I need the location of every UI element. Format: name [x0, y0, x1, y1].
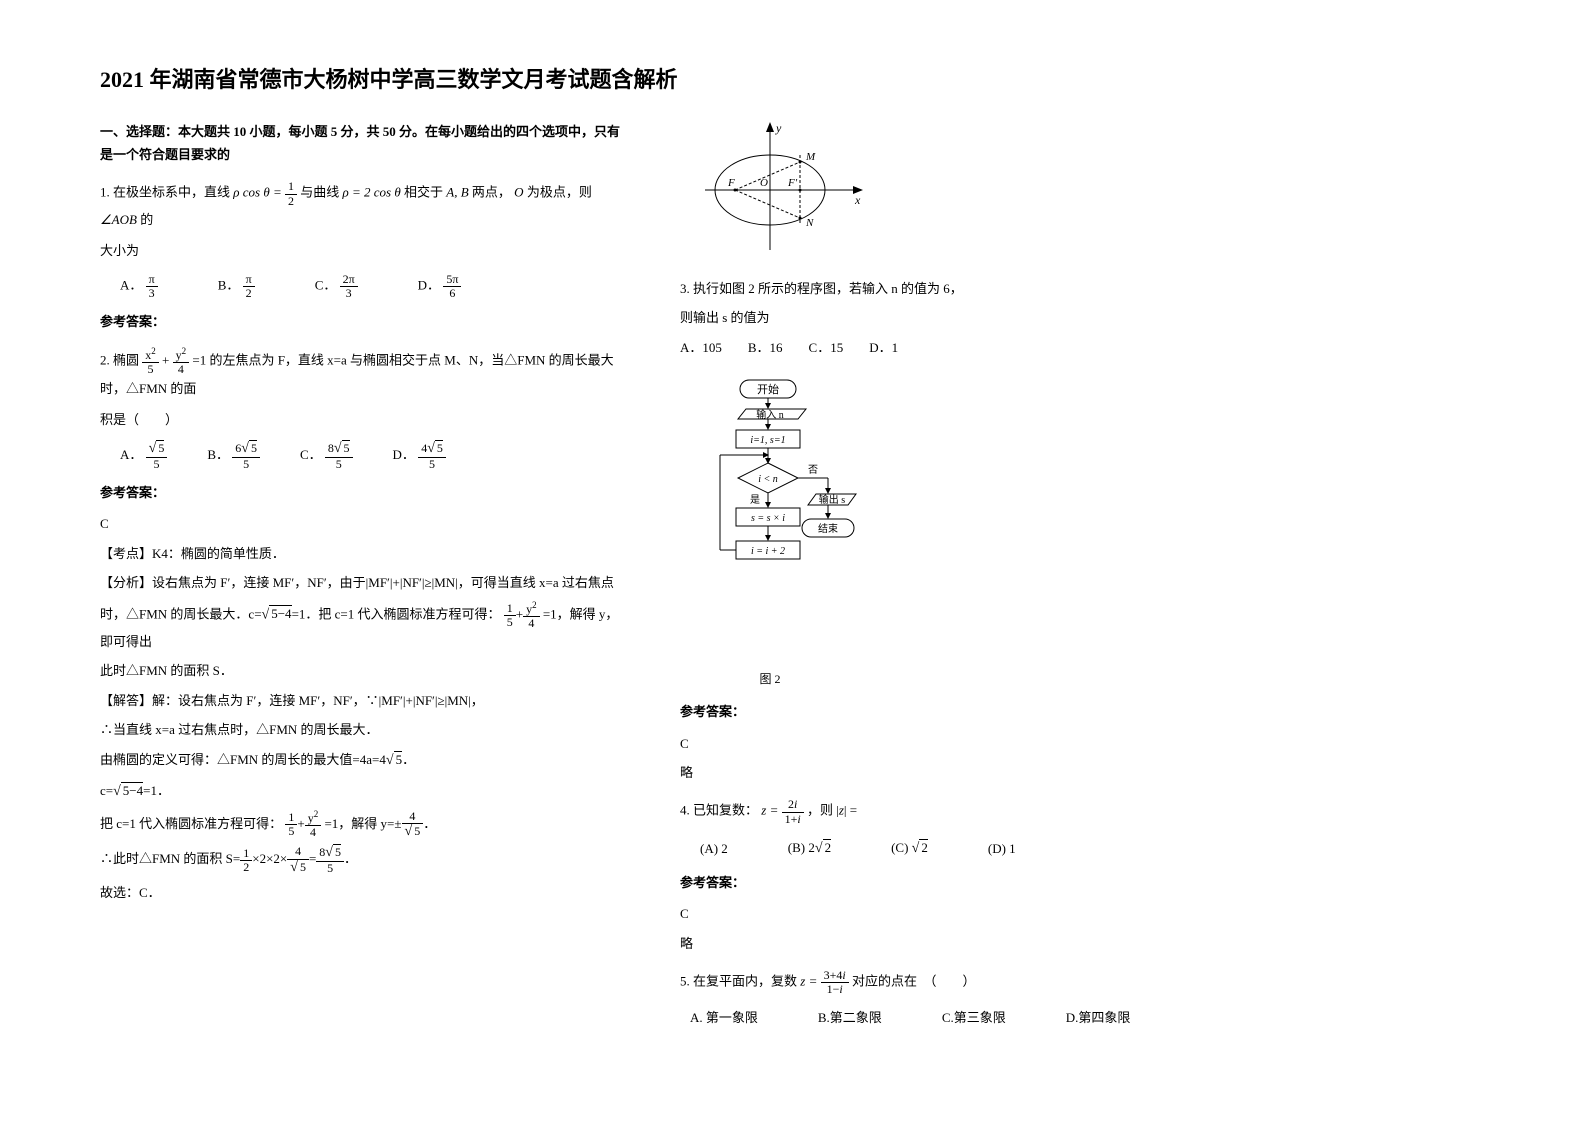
q3-text1: 3. 执行如图 2 所示的程序图，若输入 n 的值为 6， — [680, 277, 1200, 300]
q1-text4: 两点， — [472, 185, 511, 200]
q2-sol6: ∴此时△FMN 的面积 S=12×2×2×4√5=8√55． — [100, 845, 630, 875]
svg-text:x: x — [854, 193, 861, 207]
q1-answer-head: 参考答案： — [100, 310, 630, 333]
svg-text:输入 n: 输入 n — [756, 408, 784, 421]
q2-sol4: c=√5−4=1． — [100, 779, 630, 804]
page-title: 2021 年湖南省常德市大杨树中学高三数学文月考试题含解析 — [100, 60, 1487, 100]
q1-opt-a: A． π3 — [120, 273, 158, 300]
q2-note1: 【考点】K4：椭圆的简单性质． — [100, 542, 630, 565]
q1-options: A． π3 B． π2 C． 2π3 D． 5π6 — [120, 273, 630, 300]
q2-note4: 此时△FMN 的面积 S． — [100, 659, 630, 682]
flow-caption: 图 2 — [680, 669, 860, 691]
q2-options: A． √55 B． 6√55 C． 8√55 D． 4√55 — [120, 441, 630, 471]
svg-text:O: O — [760, 177, 768, 189]
q2-opt-a: A． √55 — [120, 441, 167, 471]
q1-text6: 的 — [140, 212, 153, 227]
q5-opt-d: D.第四象限 — [1066, 1006, 1131, 1029]
q2-sol2: ∴当直线 x=a 过右焦点时，△FMN 的周长最大． — [100, 718, 630, 741]
q1-angle: ∠AOB — [100, 212, 140, 227]
q4-answer-head: 参考答案： — [680, 871, 1200, 894]
q2-sol3: 由椭圆的定义可得：△FMN 的周长的最大值=4a=4√5． — [100, 748, 630, 773]
question-2: 2. 椭圆 x25 + y24 =1 的左焦点为 F，直线 x=a 与椭圆相交于… — [100, 347, 630, 400]
svg-text:结束: 结束 — [818, 522, 838, 535]
svg-text:是: 是 — [750, 494, 760, 506]
q3-options: A．105 B．16 C．15 D．1 — [680, 336, 1200, 359]
flowchart-diagram: 开始 输入 n i=1, s=1 i < n 是 否 s = s × i i =… — [690, 375, 860, 655]
q2-sol5: 把 c=1 代入椭圆标准方程可得： 15+y24 =1，解得 y=±4√5． — [100, 810, 630, 840]
q3-text2: 则输出 s 的值为 — [680, 306, 1200, 329]
ellipse-diagram: y x F O F′ M N — [700, 120, 870, 260]
q1-text5: 为极点，则 — [527, 185, 592, 200]
svg-text:i < n: i < n — [758, 474, 778, 485]
q2-note2: 【分析】设右焦点为 F′，连接 MF′，NF′，由于|MF′|+|NF′|≥|M… — [100, 571, 630, 594]
q4-opt-b: (B) 2√2 — [788, 836, 831, 861]
left-column: 一、选择题：本大题共 10 小题，每小题 5 分，共 50 分。在每小题给出的四… — [100, 120, 630, 1040]
q2-opt-c: C． 8√55 — [300, 441, 353, 471]
q3-brief: 略 — [680, 761, 1200, 784]
question-4: 4. 已知复数： z = 2i1+i ，则 |z| = — [680, 798, 1200, 825]
q5-opt-b: B.第二象限 — [818, 1006, 882, 1029]
q3-answer-head: 参考答案： — [680, 700, 1200, 723]
q4-opt-c: (C) √2 — [891, 836, 928, 861]
section-heading: 一、选择题：本大题共 10 小题，每小题 5 分，共 50 分。在每小题给出的四… — [100, 120, 630, 167]
q1-tail: 大小为 — [100, 239, 630, 262]
q2-sol7: 故选：C． — [100, 881, 630, 904]
q4-answer: C — [680, 902, 1200, 925]
q2-tail: 积是（ ） — [100, 408, 630, 431]
q1-ab: A, B — [446, 185, 472, 200]
q1-opt-d: D． 5π6 — [418, 273, 462, 300]
q2-prefix: 2. 椭圆 — [100, 353, 139, 368]
q2-opt-d: D． 4√55 — [393, 441, 446, 471]
q1-text3: 相交于 — [404, 185, 443, 200]
svg-text:y: y — [775, 121, 782, 135]
svg-text:M: M — [805, 151, 816, 163]
q2-answer-head: 参考答案： — [100, 481, 630, 504]
q1-opt-c: C． 2π3 — [315, 273, 358, 300]
q4-opt-a: (A) 2 — [700, 837, 728, 860]
q1-eq1: ρ cos θ = — [233, 185, 285, 200]
svg-text:N: N — [805, 217, 814, 229]
q5-opt-c: C.第三象限 — [942, 1006, 1006, 1029]
svg-text:否: 否 — [808, 464, 818, 476]
q5-options: A. 第一象限 B.第二象限 C.第三象限 D.第四象限 — [690, 1006, 1200, 1029]
svg-text:输出 s: 输出 s — [819, 493, 846, 506]
svg-text:开始: 开始 — [757, 382, 779, 396]
svg-text:F: F — [727, 177, 735, 189]
q1-opt-b: B． π2 — [218, 273, 255, 300]
q1-o: O — [514, 185, 527, 200]
svg-text:i=1, s=1: i=1, s=1 — [750, 435, 785, 446]
question-1: 1. 在极坐标系中，直线 ρ cos θ = 12 与曲线 ρ = 2 cos … — [100, 180, 630, 231]
svg-text:F′: F′ — [787, 177, 798, 189]
right-column: y x F O F′ M N 3. 执行如图 2 所示的程序图，若输入 n 的值… — [680, 120, 1200, 1040]
q1-text2: 与曲线 — [300, 185, 339, 200]
q4-opt-d: (D) 1 — [988, 837, 1016, 860]
q2-sol1: 【解答】解：设右焦点为 F′，连接 MF′，NF′，∵|MF′|+|NF′|≥|… — [100, 689, 630, 712]
q4-options: (A) 2 (B) 2√2 (C) √2 (D) 1 — [700, 836, 1200, 861]
q2-note3: 时，△FMN 的周长最大．c=√5−4=1．把 c=1 代入椭圆标准方程可得： … — [100, 601, 630, 654]
q3-answer: C — [680, 732, 1200, 755]
svg-text:i = i + 2: i = i + 2 — [751, 546, 785, 557]
q1-eq2: ρ = 2 cos θ — [343, 185, 404, 200]
q5-opt-a: A. 第一象限 — [690, 1006, 758, 1029]
q1-text: 1. 在极坐标系中，直线 — [100, 185, 230, 200]
q4-brief: 略 — [680, 932, 1200, 955]
question-5: 5. 在复平面内，复数 z = 3+4i1−i 对应的点在 （ ） — [680, 969, 1200, 996]
svg-text:s = s × i: s = s × i — [751, 513, 785, 524]
q2-opt-b: B． 6√55 — [207, 441, 260, 471]
q2-answer: C — [100, 512, 630, 535]
